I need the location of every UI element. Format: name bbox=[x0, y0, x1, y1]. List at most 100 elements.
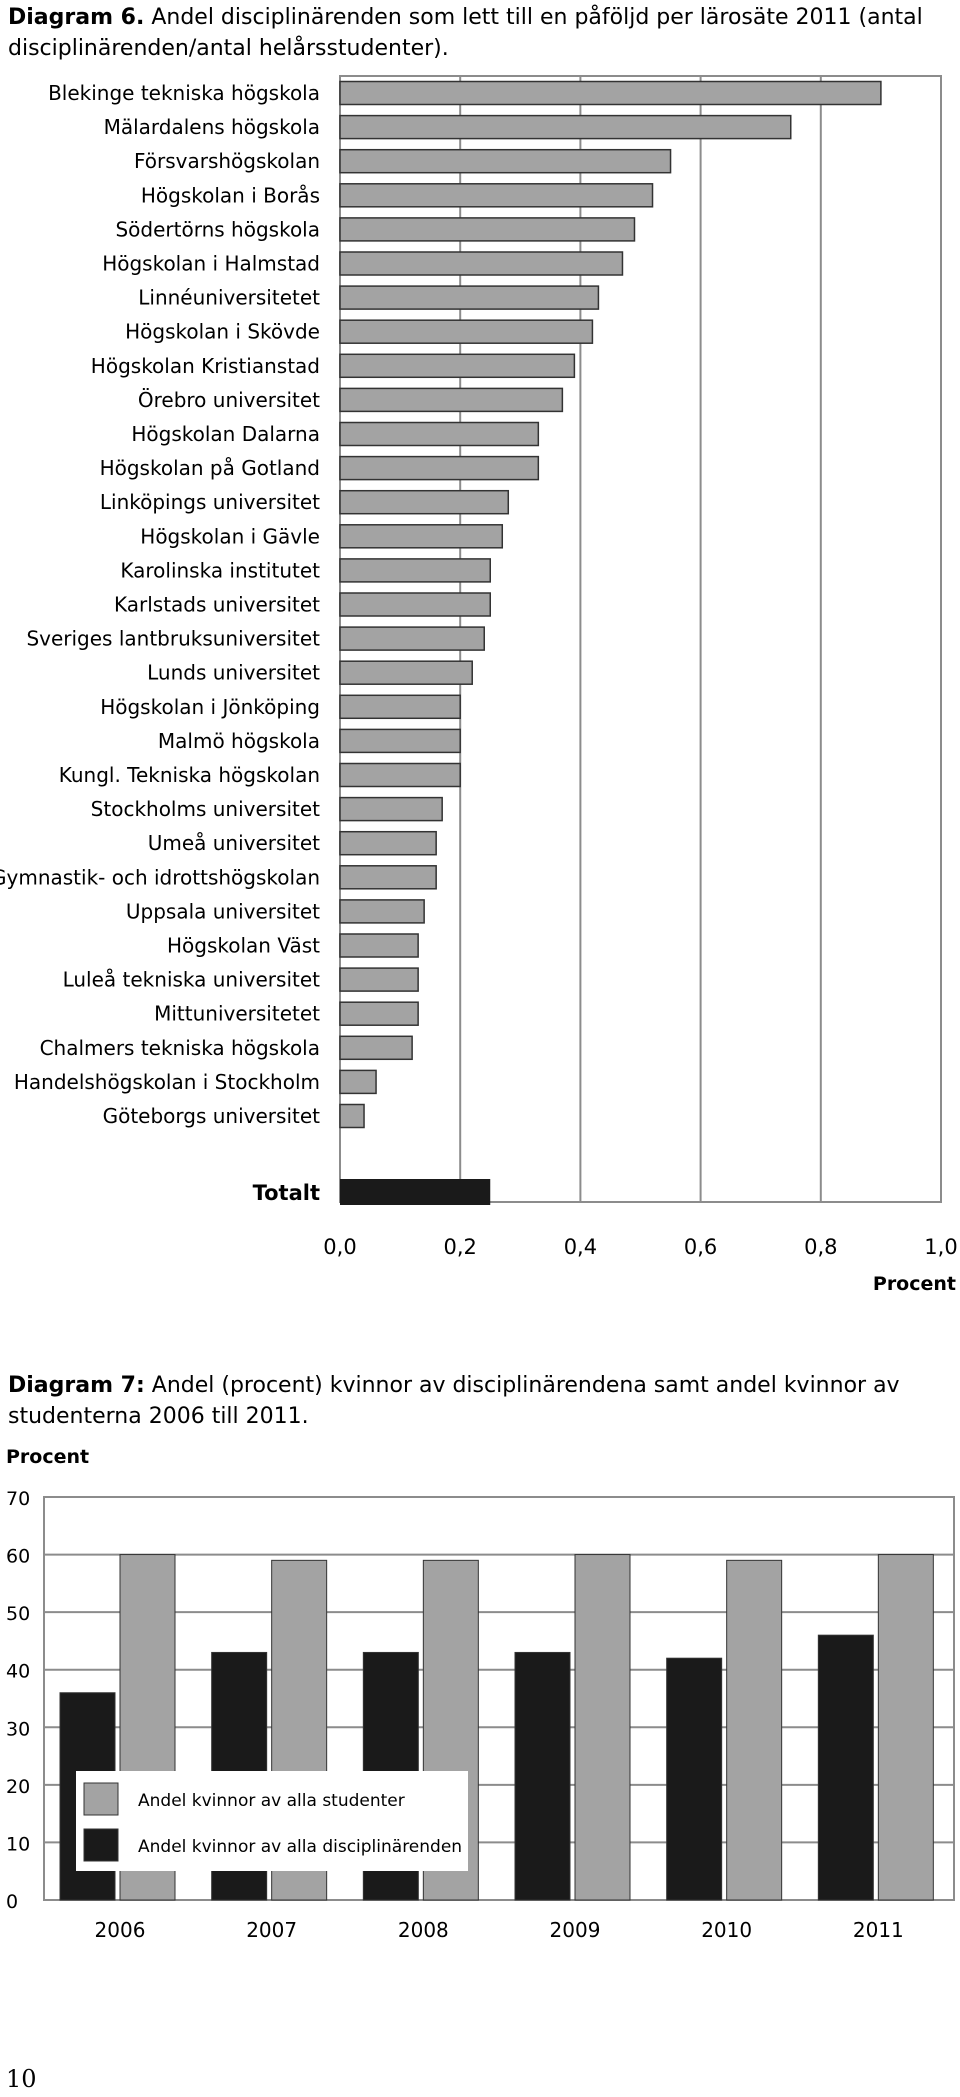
page-number: 10 bbox=[6, 2065, 37, 2093]
bar bbox=[339, 1069, 377, 1095]
category-label: Karlstads universitet bbox=[114, 593, 320, 617]
bar bbox=[339, 114, 792, 140]
y-tick-label: 60 bbox=[6, 1546, 30, 1568]
bar bbox=[339, 762, 461, 788]
category-label: Handelshögskolan i Stockholm bbox=[14, 1070, 320, 1094]
bar bbox=[339, 80, 882, 106]
bar bbox=[339, 626, 485, 651]
category-label: Lunds universitet bbox=[147, 661, 320, 685]
category-label: Stockholms universitet bbox=[91, 797, 320, 821]
bar bbox=[339, 899, 425, 924]
diagram7-caption-text: Andel (procent) kvinnor av disciplinären… bbox=[8, 1373, 900, 1429]
x-tick-label: 2009 bbox=[550, 1918, 601, 1942]
bar bbox=[339, 796, 443, 822]
bar bbox=[339, 694, 461, 720]
x-axis-label: Procent bbox=[873, 1273, 956, 1295]
bar bbox=[339, 489, 510, 515]
y-tick-label: 30 bbox=[6, 1718, 30, 1740]
bar bbox=[339, 558, 491, 583]
bar bbox=[339, 455, 540, 481]
legend-label: Andel kvinnor av alla disciplinärenden bbox=[138, 1837, 462, 1857]
category-label: Kungl. Tekniska högskolan bbox=[59, 763, 320, 787]
diagram7-caption-lead: Diagram 7: bbox=[8, 1373, 145, 1398]
x-tick-label: 0,8 bbox=[804, 1235, 837, 1259]
category-label: Högskolan på Gotland bbox=[100, 456, 320, 480]
category-label: Södertörns högskola bbox=[115, 217, 320, 241]
bar bbox=[339, 251, 624, 276]
diagram6-caption: Diagram 6. Andel disciplinärenden som le… bbox=[8, 2, 948, 64]
bar bbox=[726, 1559, 783, 1901]
bar bbox=[817, 1634, 874, 1901]
y-tick-label: 10 bbox=[6, 1833, 30, 1855]
y-tick-label: 20 bbox=[6, 1776, 30, 1798]
diagram6-chart: 0,0 0,2 0,4 0,6 0,8 1,0 Procent Blekinge teknis… bbox=[0, 75, 958, 1295]
category-label: Högskolan Väst bbox=[167, 934, 320, 958]
bar bbox=[339, 660, 473, 685]
category-label: Örebro universitet bbox=[138, 388, 320, 412]
category-label: Högskolan i Jönköping bbox=[100, 695, 320, 719]
diagram6-caption-text: Andel disciplinärenden som lett till en … bbox=[8, 5, 923, 61]
category-label: Karolinska institutet bbox=[120, 558, 320, 582]
category-label: Chalmers tekniska högskola bbox=[40, 1036, 320, 1060]
category-label: Luleå tekniska universitet bbox=[63, 968, 321, 992]
category-label: Umeå universitet bbox=[148, 831, 320, 855]
bar bbox=[339, 285, 600, 310]
x-tick-label: 2011 bbox=[853, 1918, 904, 1942]
category-label: Högskolan i Halmstad bbox=[102, 252, 320, 276]
bar bbox=[339, 421, 540, 447]
bar bbox=[339, 1035, 413, 1061]
category-label: Högskolan i Gävle bbox=[140, 524, 320, 548]
total-bar bbox=[340, 1179, 491, 1205]
category-label: Linnéuniversitetet bbox=[138, 286, 320, 310]
bar bbox=[877, 1554, 934, 1901]
category-label: Malmö högskola bbox=[158, 729, 320, 753]
bar bbox=[339, 933, 419, 958]
category-label: Gymnastik- och idrottshögskolan bbox=[0, 865, 320, 889]
legend-swatch bbox=[83, 1828, 119, 1862]
bar bbox=[514, 1651, 571, 1901]
bar bbox=[339, 728, 461, 754]
bar bbox=[574, 1554, 631, 1901]
category-label: Högskolan Dalarna bbox=[131, 422, 320, 446]
bar bbox=[339, 1103, 365, 1129]
bar bbox=[339, 217, 636, 242]
x-tick-label: 0,2 bbox=[443, 1235, 476, 1259]
x-tick-label: 0,6 bbox=[684, 1235, 717, 1259]
bar bbox=[339, 967, 419, 992]
y-tick-label: 40 bbox=[6, 1661, 30, 1683]
category-label: Högskolan Kristianstad bbox=[91, 354, 320, 378]
bar bbox=[666, 1657, 723, 1901]
x-tick-label: 2010 bbox=[701, 1918, 752, 1942]
bar bbox=[339, 319, 594, 344]
category-label: Linköpings universitet bbox=[100, 490, 320, 514]
category-label: Försvarshögskolan bbox=[134, 149, 320, 173]
category-label: Högskolan i Skövde bbox=[125, 320, 320, 344]
x-tick-label: 0,4 bbox=[564, 1235, 597, 1259]
y-tick-label: 50 bbox=[6, 1603, 30, 1625]
bar bbox=[339, 830, 437, 856]
bar bbox=[339, 1001, 419, 1026]
bar bbox=[339, 353, 576, 379]
bar bbox=[339, 592, 491, 617]
y-tick-label: 70 bbox=[6, 1488, 30, 1510]
legend-box bbox=[76, 1771, 468, 1871]
diagram6-caption-lead: Diagram 6. bbox=[8, 5, 145, 30]
bar bbox=[339, 183, 654, 208]
category-label: Sveriges lantbruksuniversitet bbox=[26, 627, 320, 651]
y-tick-label: 0 bbox=[6, 1891, 18, 1913]
category-label: Blekinge tekniska högskola bbox=[48, 81, 320, 105]
category-label: Mälardalens högskola bbox=[104, 115, 320, 139]
x-tick-label: 0,0 bbox=[323, 1235, 356, 1259]
legend-label: Andel kvinnor av alla studenter bbox=[138, 1791, 405, 1811]
category-label: Göteborgs universitet bbox=[103, 1104, 321, 1128]
bar bbox=[339, 865, 437, 890]
x-tick-label: 2006 bbox=[95, 1918, 146, 1942]
diagram7-chart: 0 10 20 30 40 50 60 70 2006 2007 2008 2009 2010 2011 A… bbox=[6, 1488, 955, 1942]
diagram7-caption: Diagram 7: Andel (procent) kvinnor av di… bbox=[8, 1370, 948, 1432]
x-tick-label: 2008 bbox=[398, 1918, 449, 1942]
bar bbox=[339, 524, 504, 549]
diagram7-y-axis-title: Procent bbox=[6, 1446, 90, 1468]
total-label: Totalt bbox=[253, 1181, 320, 1205]
category-label: Högskolan i Borås bbox=[141, 183, 320, 207]
x-tick-label: 1,0 bbox=[924, 1235, 957, 1259]
